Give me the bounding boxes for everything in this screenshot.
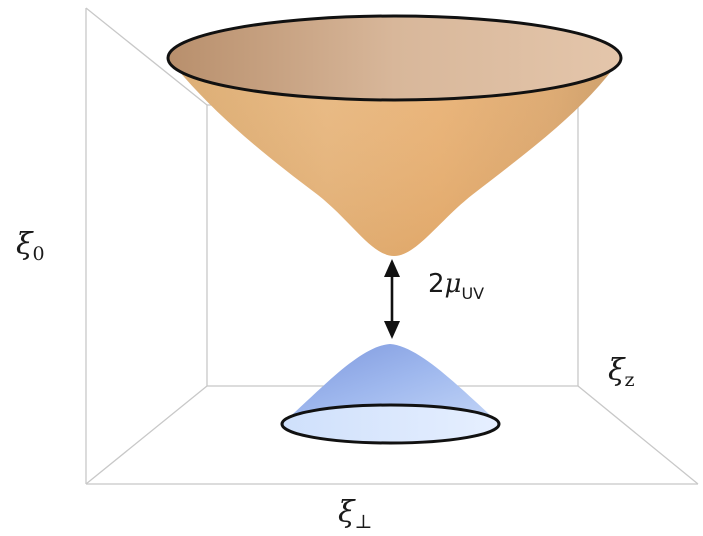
upper-cone xyxy=(166,14,623,256)
axis-label-depth-subscript: z xyxy=(625,369,635,391)
box-edge-depth-bottom-right xyxy=(577,385,699,485)
axis-label-vertical-subscript: 0 xyxy=(33,243,45,265)
axis-label-horizontal: ξ⊥ xyxy=(338,495,372,533)
lower-cone-interior xyxy=(282,405,499,443)
lower-cone xyxy=(280,344,501,445)
lower-cone-body xyxy=(282,344,500,424)
bounding-box xyxy=(85,7,699,485)
axis-label-vertical: ξ0 xyxy=(16,227,45,265)
gap-label-subscript: UV xyxy=(461,284,484,303)
upper-cone-interior xyxy=(168,16,621,100)
gap-label: 2μUV xyxy=(428,269,484,303)
upper-cone-shade xyxy=(168,58,621,256)
gap-arrow-head-up xyxy=(384,259,400,277)
axis-label-depth: ξz xyxy=(608,353,635,391)
box-edge-depth-top-left xyxy=(85,7,208,106)
axis-label-horizontal-subscript: ⊥ xyxy=(355,511,373,533)
gap-arrow-head-down xyxy=(384,321,400,339)
gap-label-symbol: μ xyxy=(445,269,462,299)
box-edge-depth-bottom-left xyxy=(85,385,208,485)
upper-cone-rim xyxy=(166,14,623,102)
lower-cone-rim xyxy=(280,403,501,445)
gap-arrow xyxy=(384,259,400,339)
